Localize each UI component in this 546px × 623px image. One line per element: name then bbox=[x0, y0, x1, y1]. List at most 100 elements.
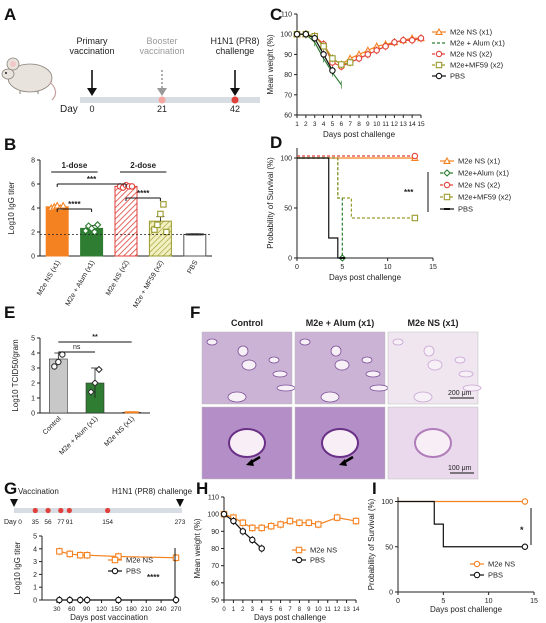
y-axis-label: Log10 IgG titer bbox=[13, 541, 22, 594]
event-day: 0 bbox=[89, 104, 94, 114]
data-point bbox=[59, 201, 68, 209]
legend-marker bbox=[443, 156, 451, 164]
bar bbox=[45, 206, 69, 257]
x-tick-label: 150 bbox=[111, 606, 122, 613]
arrow-head-icon bbox=[87, 88, 97, 96]
data-point bbox=[115, 553, 122, 560]
alveolus bbox=[227, 391, 247, 403]
alveolus bbox=[206, 338, 218, 346]
alveolus bbox=[413, 391, 433, 403]
legend-marker bbox=[111, 556, 119, 564]
x-tick-label: 210 bbox=[141, 606, 152, 613]
alveolus bbox=[458, 370, 474, 378]
data-point bbox=[267, 522, 275, 530]
x-tick-label: 7 bbox=[348, 121, 352, 128]
legend-marker bbox=[295, 546, 303, 554]
data-point bbox=[230, 517, 237, 525]
x-tick-label: 6 bbox=[339, 121, 343, 128]
x-tick-label: 8 bbox=[298, 607, 302, 613]
histology-column-title: M2e + Alum (x1) bbox=[306, 318, 374, 328]
series-line bbox=[297, 157, 415, 219]
arrow-head-icon bbox=[10, 499, 18, 507]
data-point bbox=[56, 548, 63, 555]
data-point bbox=[338, 61, 345, 68]
y-tick-label: 80 bbox=[211, 546, 219, 553]
alveolus bbox=[423, 345, 435, 357]
scale-label: 200 μm bbox=[448, 390, 472, 397]
y-tick-label: 3 bbox=[31, 366, 35, 373]
timeline-dose bbox=[66, 507, 72, 514]
panel-label-b: B bbox=[4, 135, 16, 154]
x-tick-label: 0 bbox=[295, 264, 299, 271]
y-axis-label: Log10 TCID50/gram bbox=[11, 339, 20, 412]
sig-label: ** bbox=[92, 334, 98, 341]
x-tick-label: 10 bbox=[485, 598, 493, 605]
x-tick-label: 15 bbox=[417, 121, 425, 128]
group-label: 2-dose bbox=[130, 161, 156, 170]
panel-h-chart: Mean weight (%)Days post challenge506070… bbox=[193, 495, 360, 623]
x-tick-label: 9 bbox=[366, 121, 370, 128]
y-tick-label: 0 bbox=[389, 590, 393, 597]
x-tick-label: 0 bbox=[396, 598, 400, 605]
legend-marker bbox=[435, 72, 443, 80]
data-point bbox=[87, 388, 95, 396]
data-point bbox=[355, 55, 363, 62]
panel-label-e: E bbox=[4, 303, 15, 322]
data-point bbox=[172, 596, 180, 604]
timeline-day: 77 bbox=[57, 519, 65, 526]
legend-marker bbox=[443, 181, 451, 189]
x-tick-label: 180 bbox=[126, 606, 137, 613]
y-tick-label: 5 bbox=[31, 336, 35, 343]
x-axis-label: Days post challenge bbox=[323, 130, 396, 139]
y-axis-label: Mean weight (%) bbox=[266, 34, 275, 94]
alveolus bbox=[320, 391, 340, 403]
x-tick-label: 15 bbox=[429, 264, 437, 271]
panel-d-chart: Probability of Survival (%) Days post cha… bbox=[266, 148, 512, 282]
x-tick-label: 5 bbox=[331, 121, 335, 128]
legend-entry: M2e NS (x1) bbox=[458, 157, 501, 166]
data-point bbox=[55, 358, 62, 366]
legend-marker bbox=[111, 567, 119, 575]
histology-column-title: M2e NS (x1) bbox=[407, 318, 458, 328]
panel-f-histology: Control M2e + Alum (x1) M2e NS (x1) 200 μm 1… bbox=[201, 318, 482, 480]
y-tick-label: 100 bbox=[280, 156, 292, 163]
legend-entry: PBS bbox=[310, 556, 325, 565]
x-tick-label: 14 bbox=[409, 121, 417, 128]
alveolus bbox=[241, 359, 257, 371]
y-tick-label: 4 bbox=[31, 206, 35, 213]
legend-entry: M2e NS (x2) bbox=[458, 181, 501, 190]
data-point bbox=[521, 498, 529, 505]
data-point bbox=[302, 30, 310, 38]
x-tick-label: 13 bbox=[343, 607, 350, 613]
data-point bbox=[411, 152, 419, 160]
x-tick-label: 7 bbox=[288, 607, 292, 613]
category-label: M2e + Alum (x1) bbox=[65, 260, 97, 308]
x-tick-label: 2 bbox=[241, 607, 245, 613]
legend-marker bbox=[295, 556, 303, 564]
x-tick-label: 90 bbox=[83, 606, 91, 613]
data-point bbox=[400, 37, 407, 44]
event-label: Primary vaccination bbox=[69, 36, 114, 56]
data-point bbox=[346, 59, 354, 66]
timeline-day: 273 bbox=[175, 519, 186, 526]
legend-entry: PBS bbox=[488, 571, 503, 580]
timeline-title: Vaccination bbox=[18, 487, 59, 496]
data-point bbox=[258, 545, 265, 552]
category-label: M2e NS (x2) bbox=[105, 260, 131, 298]
legend-marker bbox=[443, 169, 451, 177]
data-point bbox=[320, 43, 327, 50]
x-tick-label: 11 bbox=[382, 121, 389, 128]
data-point bbox=[329, 67, 336, 74]
x-tick-label: 120 bbox=[96, 606, 107, 613]
x-axis-label: Days post challenge bbox=[430, 605, 503, 614]
category-label: M2e + Alum (x1) bbox=[58, 415, 99, 456]
y-tick-label: 50 bbox=[385, 544, 393, 551]
y-tick-label: 3 bbox=[33, 559, 37, 566]
histology-column-title: Control bbox=[231, 318, 263, 328]
y-tick-label: 70 bbox=[284, 92, 292, 99]
data-point bbox=[56, 596, 63, 604]
y-tick-label: 2 bbox=[31, 230, 35, 237]
alveolus bbox=[268, 356, 280, 364]
